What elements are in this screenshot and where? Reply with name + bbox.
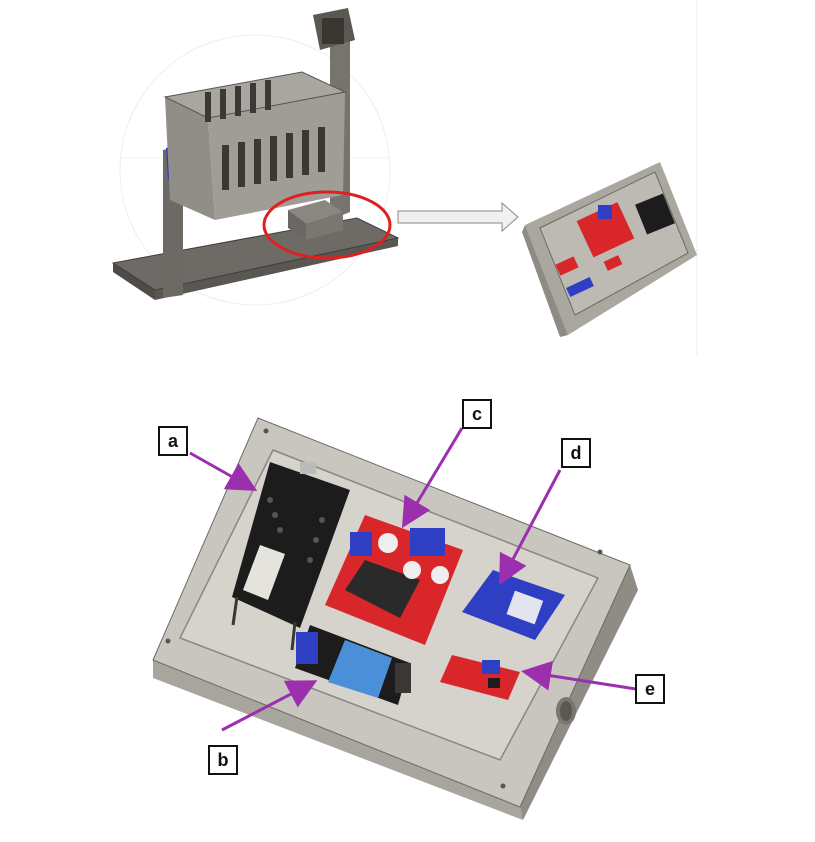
label-e: e: [635, 674, 665, 704]
enclosure-thumbnail: [522, 0, 698, 355]
label-c: c: [462, 399, 492, 429]
module-a-microcontroller: [231, 462, 350, 651]
module-e-board: [440, 655, 520, 700]
enclosure-detail: [152, 417, 638, 820]
assembly-model: [111, 8, 400, 306]
label-b: b: [208, 745, 238, 775]
module-c-motor-driver: [325, 515, 463, 645]
module-b-relay: [295, 625, 411, 705]
module-d-sensor: [462, 570, 565, 640]
highlight-ring: [262, 190, 392, 260]
callout-leaders: [189, 427, 637, 732]
zoom-arrow: [397, 201, 519, 233]
label-d: d: [561, 438, 591, 468]
label-a: a: [158, 426, 188, 456]
